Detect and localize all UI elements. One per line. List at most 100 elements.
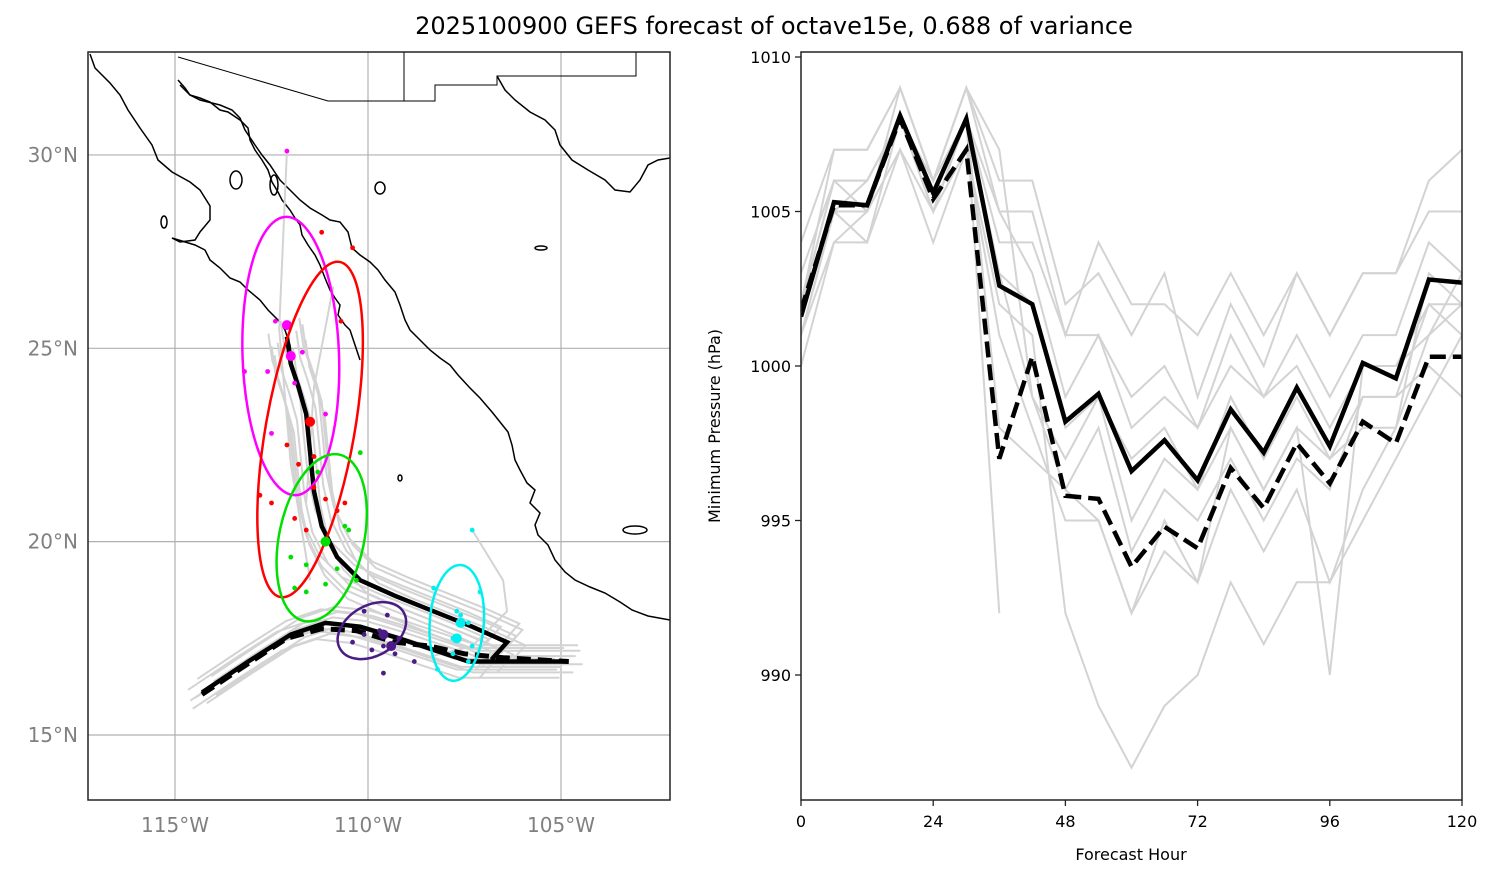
member-track	[196, 608, 565, 680]
x-tick-label: 120	[1447, 812, 1478, 831]
cluster-point-red	[334, 508, 340, 514]
cluster-point-cyan	[465, 620, 471, 626]
member-track	[298, 317, 521, 642]
x-tick-label: 72	[1187, 812, 1207, 831]
cluster-point-green	[323, 581, 328, 587]
cluster-point-purple	[369, 647, 375, 653]
cluster-point-cyan	[469, 527, 475, 533]
lon-tick-label: 115°W	[141, 813, 209, 837]
cluster-point-cyan	[458, 612, 464, 618]
map-coastlines	[89, 52, 670, 621]
x-tick-label: 0	[796, 812, 806, 831]
y-tick-label: 1005	[750, 203, 791, 222]
pressure-series	[801, 84, 1462, 770]
member-track	[192, 638, 560, 710]
lat-tick-label: 15°N	[28, 723, 78, 747]
cluster-point-red	[284, 442, 290, 448]
coastline-baja-west	[89, 53, 211, 243]
member-pressure-line	[801, 146, 1462, 770]
coastline-baja-gulf	[177, 79, 361, 361]
cluster-point-red	[269, 500, 274, 506]
map-tick-labels: 115°W 110°W 105°W 15°N 20°N 25°N 30°N	[28, 143, 596, 837]
island	[622, 525, 648, 535]
cluster-point-magenta	[242, 369, 247, 374]
island	[269, 174, 279, 196]
cluster-point-green	[346, 527, 352, 533]
cluster-point-purple	[381, 670, 386, 676]
member-track	[213, 610, 581, 683]
cluster-point-magenta	[323, 411, 328, 417]
lon-tick-label: 105°W	[527, 813, 595, 837]
cluster-ellipse-magenta	[241, 215, 341, 497]
cluster-point-purple	[396, 635, 402, 641]
cluster-point-red	[257, 492, 263, 498]
island	[160, 215, 168, 229]
member-track	[305, 286, 335, 504]
cluster-point-cyan	[477, 589, 483, 595]
cluster-center-magenta	[281, 320, 292, 331]
cluster-point-purple	[361, 632, 367, 637]
cluster-point-red	[311, 485, 317, 490]
cluster-point-green	[357, 450, 363, 456]
cluster-point-red	[292, 516, 298, 521]
cluster-point-magenta	[284, 148, 290, 154]
cluster-point-cyan	[469, 643, 475, 649]
y-axis-label: Minimum Pressure (hPa)	[705, 329, 724, 523]
mean-track-dashed	[200, 626, 569, 697]
cluster-point-green	[303, 562, 309, 568]
member-track	[206, 632, 574, 705]
cluster-point-magenta	[269, 430, 274, 436]
cluster-center-green	[320, 536, 331, 547]
cluster-center-cyan	[451, 633, 462, 644]
lat-tick-label: 20°N	[28, 530, 78, 554]
cluster-ellipse-green	[275, 452, 369, 623]
cluster-point-magenta	[292, 380, 298, 386]
pressure-plot-frame	[800, 51, 1463, 801]
cluster-center-purple	[378, 629, 389, 640]
y-tick-label: 1000	[750, 357, 791, 376]
cluster-center-cyan	[455, 617, 466, 628]
cluster-point-cyan	[450, 651, 456, 657]
cluster-point-red	[319, 229, 325, 235]
pressure-axes: 0 24 48 72 96 120 990 995 1000 1005 1010	[750, 48, 1477, 831]
cluster-point-purple	[411, 659, 417, 664]
cluster-point-red	[342, 500, 348, 506]
cluster-point-purple	[350, 639, 355, 645]
cluster-point-green	[334, 566, 340, 572]
island	[534, 245, 548, 251]
cluster-ellipse-purple	[336, 600, 408, 661]
cluster-point-cyan	[431, 585, 437, 591]
cluster-point-green	[288, 554, 294, 560]
y-tick-label: 990	[760, 666, 791, 685]
member-track	[295, 330, 518, 655]
border-us-mexico	[177, 52, 637, 102]
member-pressure-line	[801, 84, 1462, 401]
cluster-point-purple	[384, 612, 390, 618]
cluster-point-red	[311, 454, 317, 459]
x-tick-label: 24	[923, 812, 943, 831]
cluster-center-purple	[386, 641, 397, 652]
lon-tick-label: 110°W	[334, 813, 402, 837]
cluster-point-cyan	[435, 666, 440, 672]
cluster-point-red	[323, 496, 328, 502]
cluster-center-red	[305, 416, 316, 427]
cluster-point-green	[303, 589, 309, 595]
cluster-point-green	[342, 523, 348, 529]
map-gridlines	[88, 52, 670, 800]
ensemble-mean-dashed	[801, 112, 1462, 571]
cluster-point-cyan	[454, 608, 460, 614]
member-track	[278, 151, 312, 581]
cluster-center-magenta	[285, 351, 296, 362]
cluster-point-magenta	[265, 369, 271, 374]
figure-title: 2025100900 GEFS forecast of octave15e, 0…	[415, 12, 1133, 40]
map-tracks	[187, 148, 583, 710]
y-tick-label: 1010	[750, 48, 791, 67]
x-tick-label: 48	[1055, 812, 1075, 831]
island	[397, 474, 403, 482]
coastline-mainland-gulf	[179, 84, 670, 621]
member-track	[210, 605, 578, 678]
cluster-point-purple	[381, 643, 386, 649]
x-tick-label: 96	[1320, 812, 1340, 831]
island	[229, 170, 243, 190]
